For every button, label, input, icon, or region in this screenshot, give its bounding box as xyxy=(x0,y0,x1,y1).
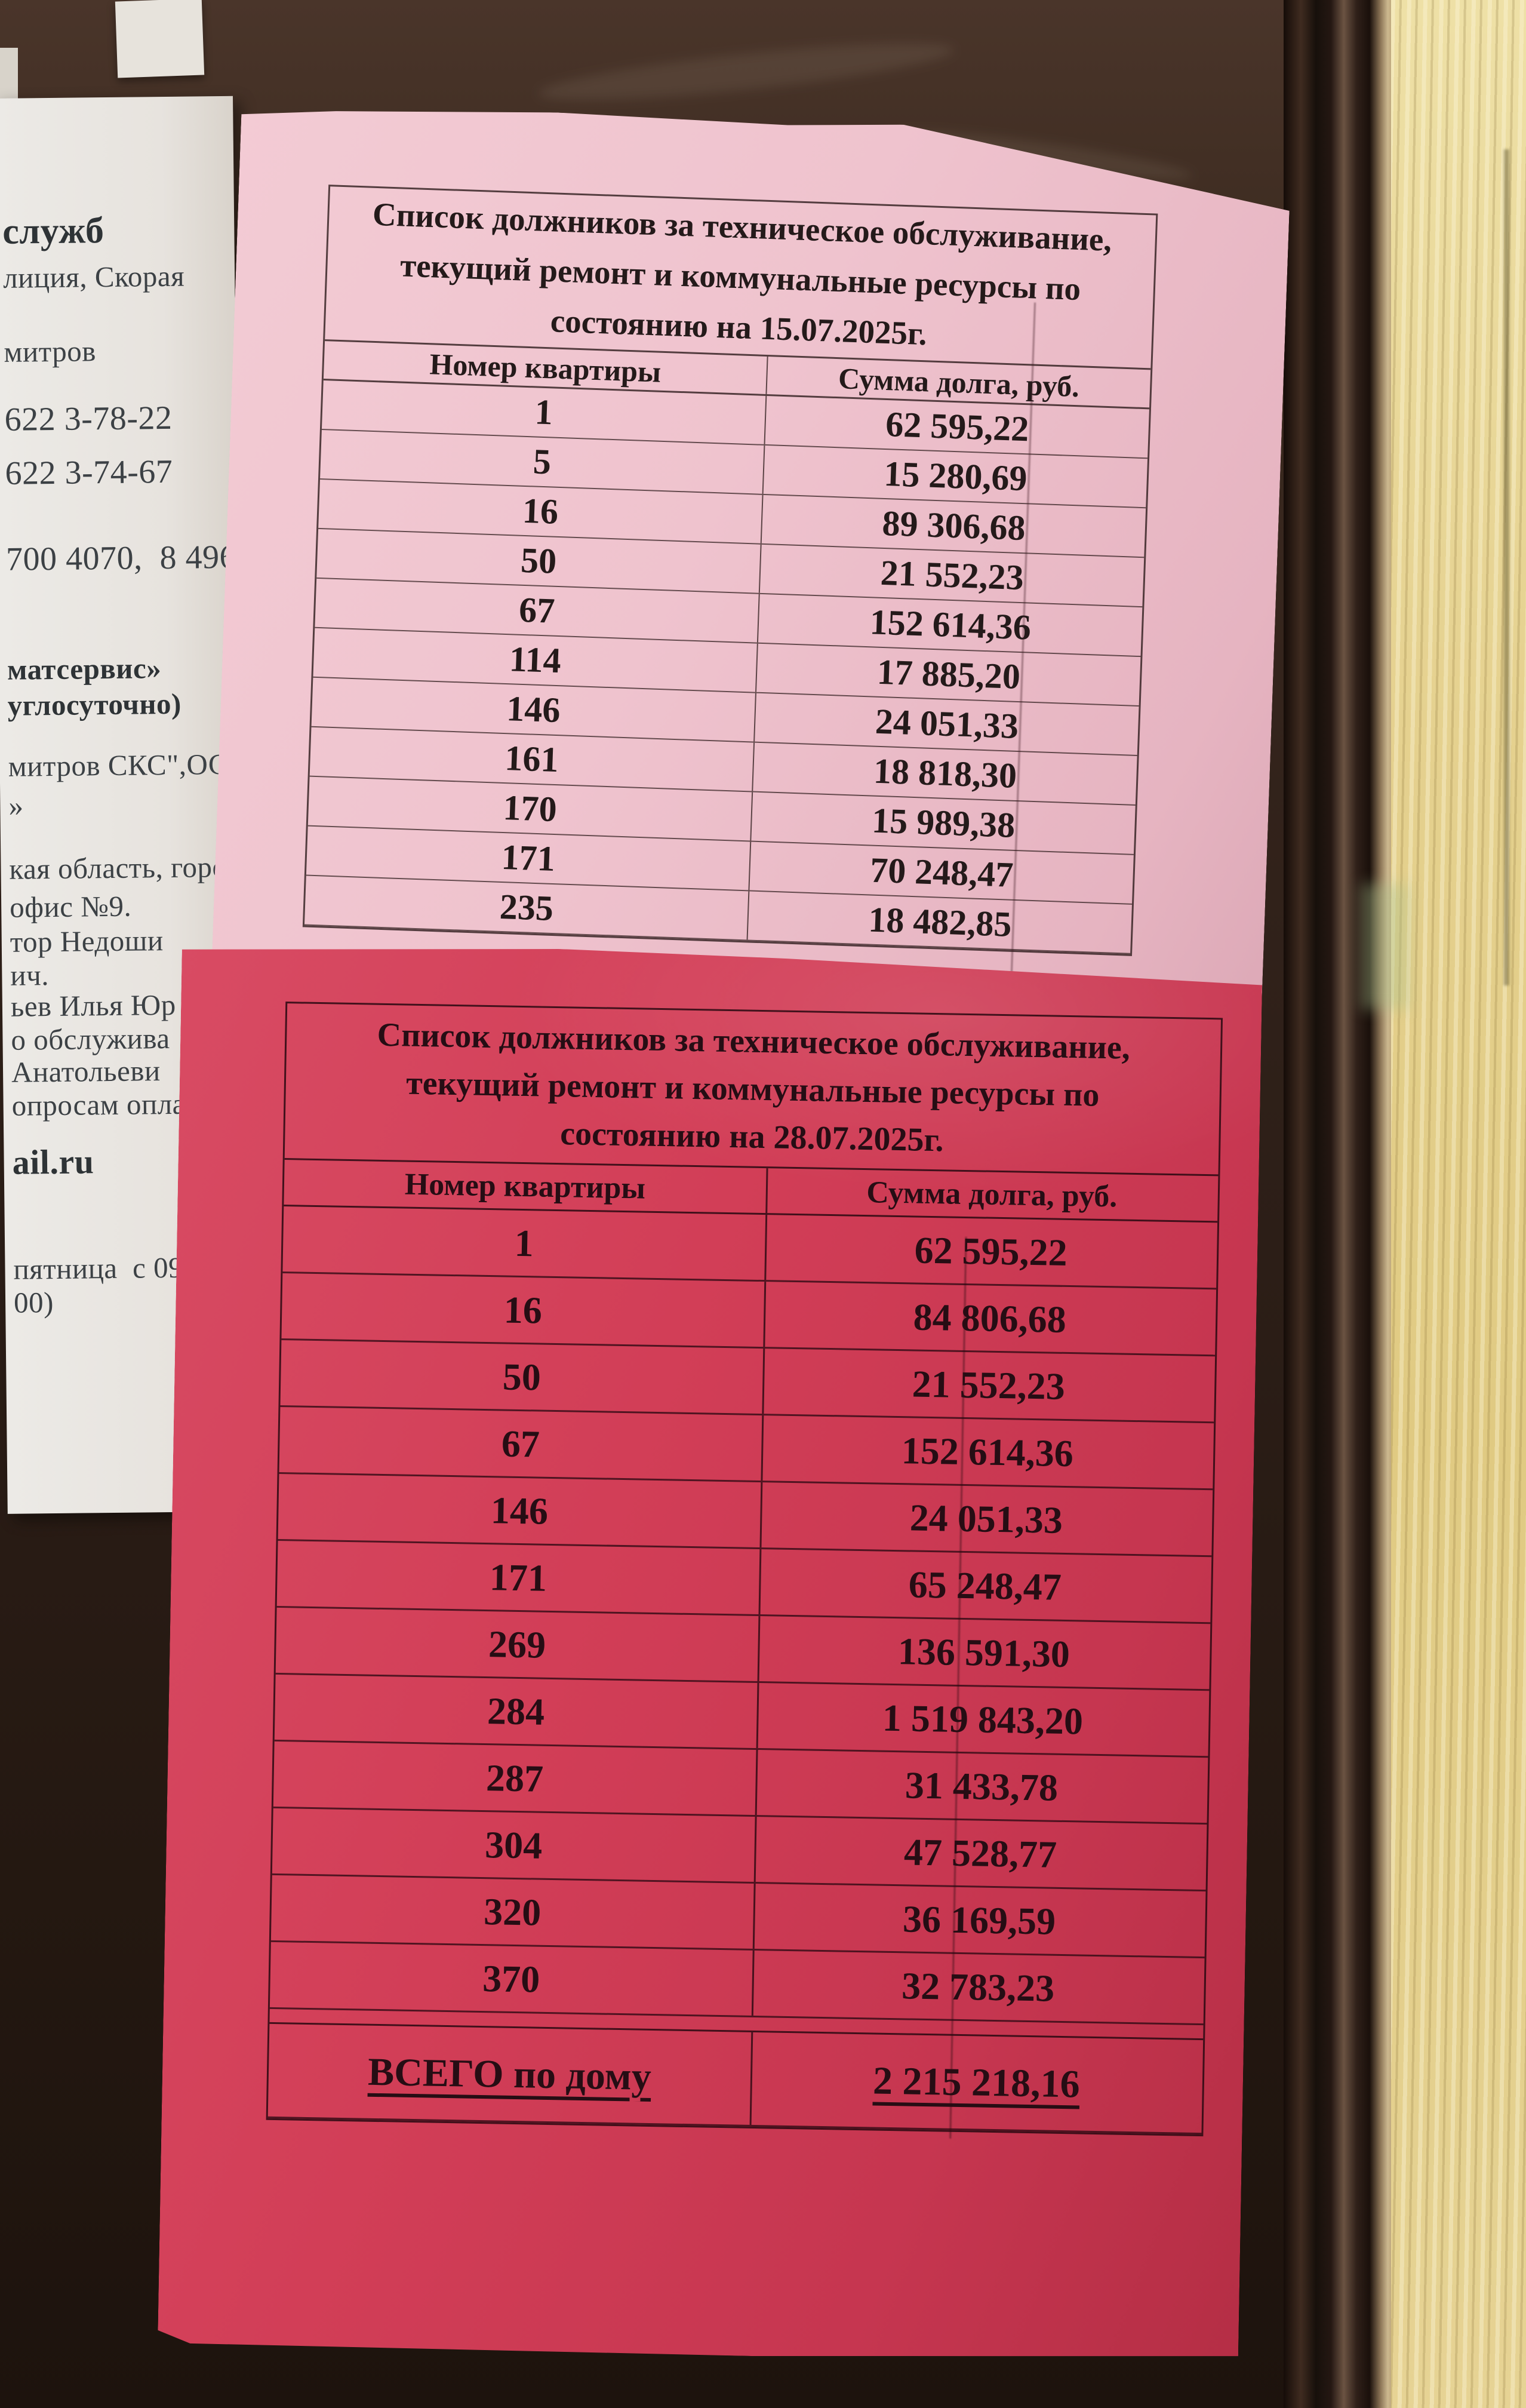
info-line: Анатольеви xyxy=(11,1054,161,1089)
apartment-number: 171 xyxy=(277,1541,762,1614)
paper-corner-scrap xyxy=(115,0,205,78)
debt-amount: 21 552,23 xyxy=(912,1362,1066,1408)
debt-amount: 1 519 843,20 xyxy=(882,1696,1084,1743)
debt-amount: 47 528,77 xyxy=(903,1830,1057,1876)
debt-amount: 24 051,33 xyxy=(909,1495,1063,1541)
info-line: ьев Илья Юр xyxy=(10,988,177,1023)
info-email-fragment: ail.ru xyxy=(12,1142,94,1182)
column-header-debt: Сумма долга, руб. xyxy=(866,1175,1118,1214)
total-amount-text: 2 215 218,16 xyxy=(872,2058,1081,2106)
debt-amount: 136 591,30 xyxy=(897,1629,1070,1675)
apartment-number: 370 xyxy=(270,1942,755,2016)
apartment-number: 50 xyxy=(280,1340,765,1414)
info-line: углосуточно) xyxy=(7,687,182,722)
total-label-text: ВСЕГО по дому xyxy=(367,2050,652,2099)
apartment-number: 304 xyxy=(272,1808,757,1882)
info-phone: 700 4070, 8 496 xyxy=(5,538,237,578)
debtors-table-pink: Список должников за техническое обслужив… xyxy=(303,185,1158,956)
info-line: опросам опла xyxy=(11,1087,186,1122)
apartment-number: 287 xyxy=(273,1742,758,1815)
info-line: служб xyxy=(2,210,104,252)
debt-amount: 84 806,68 xyxy=(913,1295,1067,1341)
debt-amount: 31 433,78 xyxy=(904,1763,1059,1809)
debt-amount: 152 614,36 xyxy=(901,1429,1074,1475)
apartment-number: 269 xyxy=(276,1608,761,1681)
total-label: ВСЕГО по дому xyxy=(268,2024,753,2125)
wall-groove-line xyxy=(1504,149,1509,985)
debtors-notice-red: Список должников за техническое обслужив… xyxy=(158,942,1263,2364)
info-line: лиция, Скорая xyxy=(2,259,185,294)
info-line: ич. xyxy=(10,959,50,992)
debtors-table-red: Список должников за техническое обслужив… xyxy=(266,1002,1223,2136)
apartment-number: 284 xyxy=(275,1675,759,1748)
info-line: офис №9. xyxy=(9,889,132,924)
info-line: » xyxy=(8,789,24,822)
info-line: митров СКС",ОС xyxy=(8,747,229,783)
info-phone: 622 3-78-22 xyxy=(4,399,173,438)
info-line: 00) xyxy=(13,1286,54,1319)
debt-amount: 62 595,22 xyxy=(914,1228,1068,1274)
textured-yellow-wall xyxy=(1391,0,1526,2408)
notice-title: Список должников за техническое обслужив… xyxy=(285,1003,1221,1176)
debt-amount: 32 783,23 xyxy=(901,1964,1055,2010)
info-line: матсервис» xyxy=(7,652,162,686)
apartment-number: 1 xyxy=(282,1206,767,1280)
info-line: митров xyxy=(4,334,97,368)
total-row: ВСЕГО по дому 2 215 218,16 xyxy=(268,2024,1204,2134)
info-line: пятница с 09 xyxy=(13,1251,184,1286)
door-frame-edge xyxy=(1284,0,1391,2408)
apartment-number: 16 xyxy=(281,1273,766,1347)
notice-title: Список должников за техническое обслужив… xyxy=(325,186,1156,370)
info-line: кая область, горо xyxy=(9,850,227,886)
total-amount: 2 215 218,16 xyxy=(752,2032,1202,2133)
apartment-number: 146 xyxy=(278,1474,763,1547)
board-scratch xyxy=(536,32,956,112)
info-phone: 622 3-74-67 xyxy=(5,453,173,492)
debt-amount: 65 248,47 xyxy=(908,1562,1062,1608)
info-line: о обслужива xyxy=(11,1021,170,1056)
apartment-number: 320 xyxy=(271,1875,756,1949)
apartment-number: 67 xyxy=(279,1407,764,1481)
debt-amount: 36 169,59 xyxy=(902,1897,1056,1943)
debtors-notice-pink: Список должников за техническое обслужив… xyxy=(210,102,1292,1045)
column-header-apartment: Номер квартиры xyxy=(284,1160,768,1213)
info-line: тор Недоши xyxy=(10,924,164,959)
paint-patch xyxy=(1361,884,1409,1009)
